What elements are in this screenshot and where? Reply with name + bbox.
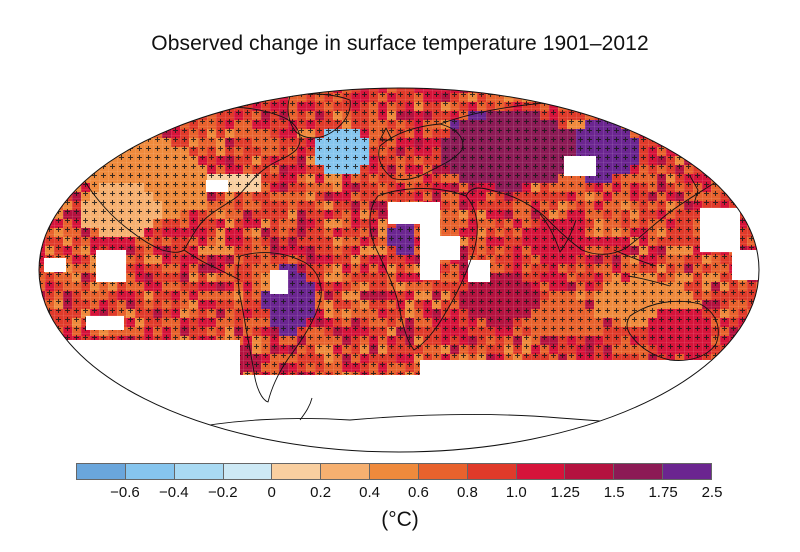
legend-tick-label: 0.8: [456, 484, 478, 501]
legend-swatch: [516, 464, 566, 479]
legend-swatch: [272, 464, 322, 479]
legend-swatch: [614, 464, 664, 479]
legend-tick-label: 1.25: [550, 484, 580, 501]
legend-tick-label: 1.75: [648, 484, 678, 501]
legend-tick-label: −0.4: [159, 484, 189, 501]
legend-swatch: [223, 464, 273, 479]
legend-tick-label: 1.5: [603, 484, 625, 501]
legend-tick-label: −0.2: [207, 484, 238, 501]
significance-hatching: [39, 88, 759, 390]
legend-tick-label: 0.4: [359, 484, 380, 501]
legend-swatch: [321, 464, 371, 479]
legend-swatch: [370, 464, 419, 479]
map-title: Observed change in surface temperature 1…: [151, 32, 649, 55]
legend-tick-label: 1.0: [505, 484, 527, 501]
legend-tick-label: 2.5: [701, 484, 723, 501]
legend-swatch: [565, 464, 615, 479]
world-temperature-map: [38, 87, 760, 453]
legend-swatch: [125, 464, 175, 479]
legend-tick-label: 0: [267, 484, 276, 501]
legend-swatch: [77, 464, 126, 479]
legend-swatch: [174, 464, 224, 479]
legend-unit: (°C): [381, 508, 419, 531]
legend-tick-label: −0.6: [110, 484, 140, 501]
legend-swatch: [663, 464, 711, 479]
legend-tick-label: 0.6: [408, 484, 429, 501]
color-legend: [76, 463, 712, 480]
legend-tick-label: 0.2: [310, 484, 332, 501]
legend-swatch: [467, 464, 517, 479]
legend-swatch: [418, 464, 468, 479]
globe-outline: [38, 87, 760, 453]
